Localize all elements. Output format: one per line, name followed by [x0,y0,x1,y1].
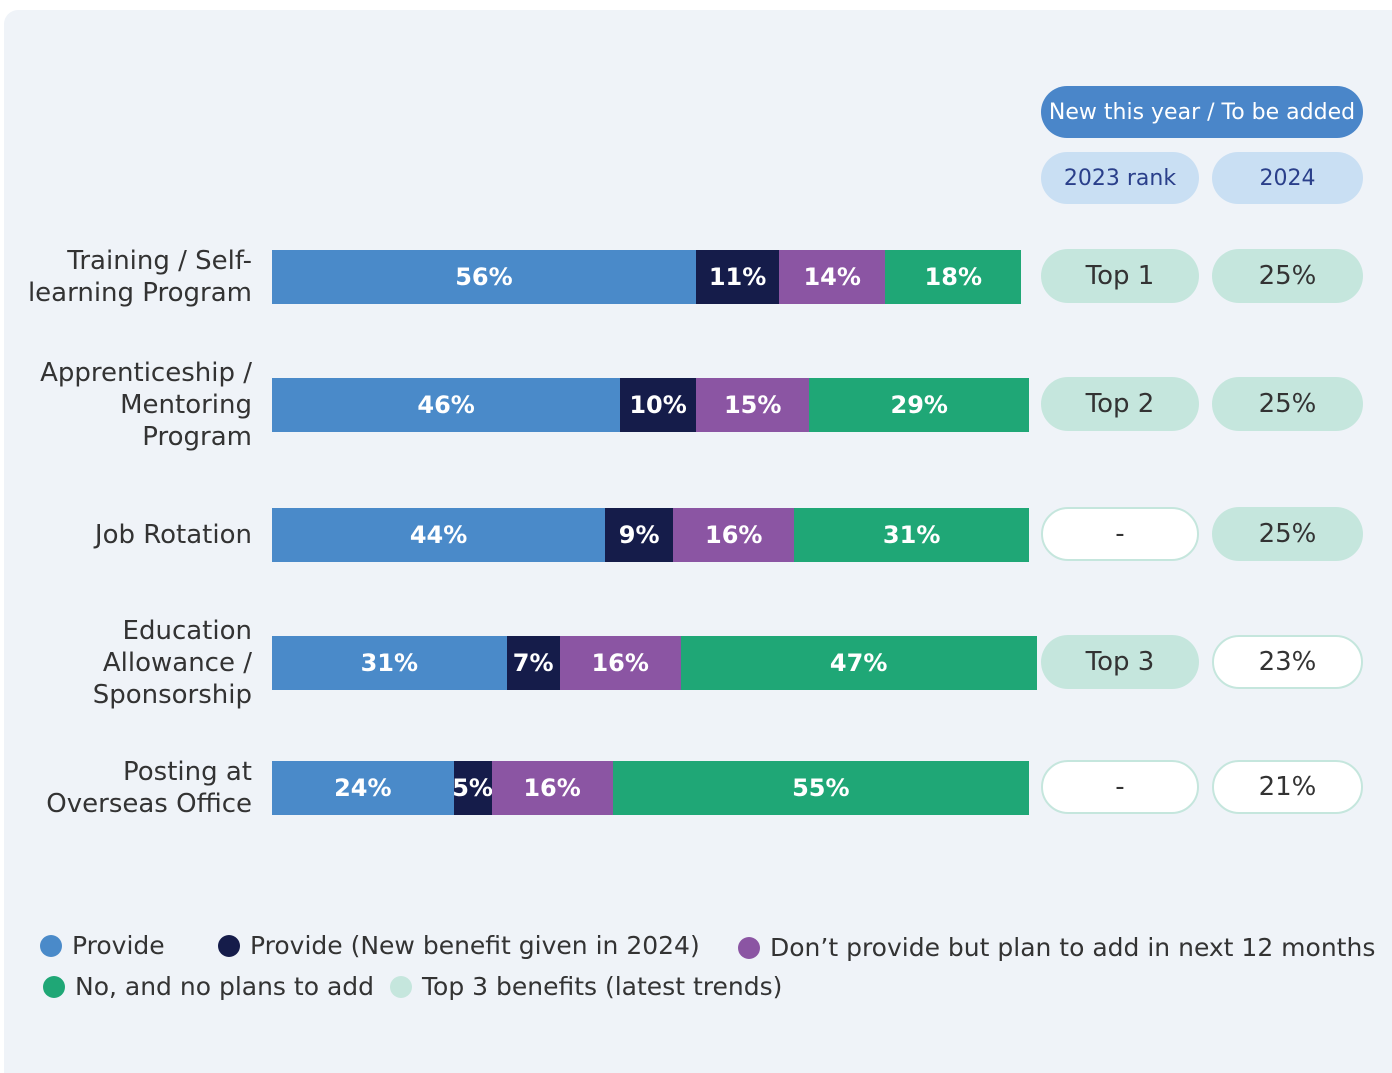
category-label: Training / Self-learning Program [27,246,252,308]
bar-segment: 14% [779,250,886,304]
bar-segment: 56% [272,250,696,304]
table-cell: 25% [1212,507,1363,561]
bar-segment: 47% [680,636,1037,690]
column-header: 2024 [1212,152,1363,204]
table-cell: 21% [1212,760,1363,814]
category-label: Education Allowance / Sponsorship [92,616,252,710]
table-cell: - [1041,760,1199,814]
category-label: Apprenticeship / Mentoring Program [40,358,252,452]
legend-label: Don’t provide but plan to add in next 12… [770,933,1376,962]
bar-segment: 16% [559,636,681,690]
bar-segment: 10% [620,378,696,432]
legend-label: No, and no plans to add [75,972,375,1001]
bar-segment: 44% [272,508,606,562]
table-cell: Top 3 [1041,635,1199,689]
column-header: 2023 rank [1041,152,1199,204]
category-label: Posting at Overseas Office [46,757,252,819]
bar-segment: 31% [794,508,1029,562]
legend-marker [218,935,240,957]
bar-segment: 24% [272,761,454,815]
bar-segment: 16% [491,761,613,815]
legend-marker [43,976,65,998]
bar-segment: 11% [695,250,780,304]
table-cell: Top 2 [1041,377,1199,431]
bar-segment: 7% [506,636,560,690]
table-header: New this year / To be added [1041,86,1363,138]
bar-segment: 5% [452,761,493,815]
bar-segment: 55% [612,761,1029,815]
bar-segment: 29% [809,378,1029,432]
legend-marker [390,976,412,998]
legend-label: Top 3 benefits (latest trends) [422,972,783,1001]
table-cell: 23% [1212,635,1363,689]
table-cell: Top 1 [1041,249,1199,303]
legend-marker [40,935,62,957]
table-cell: 25% [1212,249,1363,303]
bar-segment: 46% [272,378,621,432]
bar-segment: 18% [885,250,1022,304]
table-cell: 25% [1212,377,1363,431]
legend-label: Provide (New benefit given in 2024) [250,931,700,960]
bar-segment: 16% [673,508,795,562]
category-label: Job Rotation [94,520,252,550]
bar-segment: 9% [605,508,674,562]
bar-segment: 31% [272,636,507,690]
legend-marker [738,937,760,959]
table-cell: - [1041,507,1199,561]
legend-label: Provide [72,931,165,960]
bar-segment: 15% [695,378,810,432]
